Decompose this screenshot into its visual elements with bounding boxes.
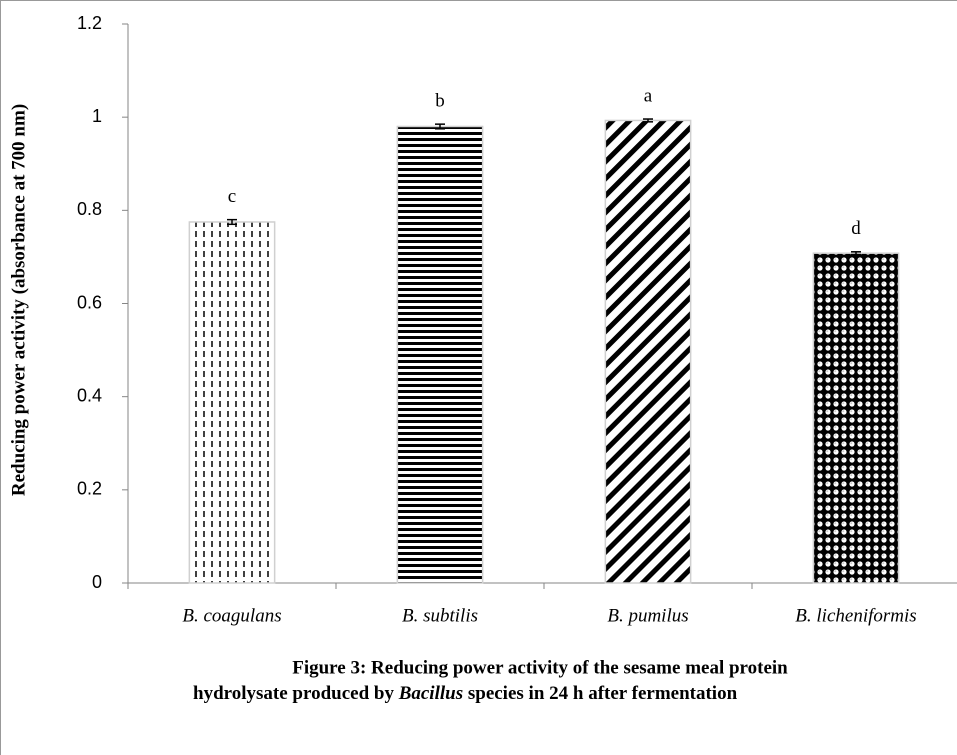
x-tick-label: B. subtilis [402, 605, 478, 626]
significance-label: d [851, 218, 861, 239]
y-axis-label: Reducing power activity (absorbance at 7… [8, 104, 29, 496]
caption: hydrolysate produced by [193, 683, 394, 704]
significance-label: a [644, 85, 653, 106]
x-tick-label: B. coagulans [182, 605, 281, 626]
caption: Figure 3: Reducing power activity of the… [292, 657, 788, 678]
y-tick-label: 0.4 [77, 385, 102, 405]
y-tick-label: 1 [92, 106, 102, 126]
bar [188, 221, 276, 584]
x-tick-label: B. licheniformis [795, 605, 916, 626]
y-tick-label: 0 [92, 572, 102, 592]
x-tick-label: B. pumilus [607, 605, 688, 626]
caption: Bacillus [398, 683, 463, 704]
caption: hydrolysate produced by Bacillus species… [193, 683, 738, 704]
y-tick-label: 0.6 [77, 292, 102, 312]
bar [396, 125, 484, 584]
significance-label: b [435, 91, 445, 112]
bar [812, 252, 900, 584]
caption: species in 24 h after fermentation [468, 683, 738, 704]
y-tick-label: 0.8 [77, 199, 102, 219]
y-tick-label: 1.2 [77, 13, 102, 33]
bar [604, 119, 692, 584]
significance-label: c [228, 186, 236, 207]
y-tick-label: 0.2 [77, 479, 102, 499]
